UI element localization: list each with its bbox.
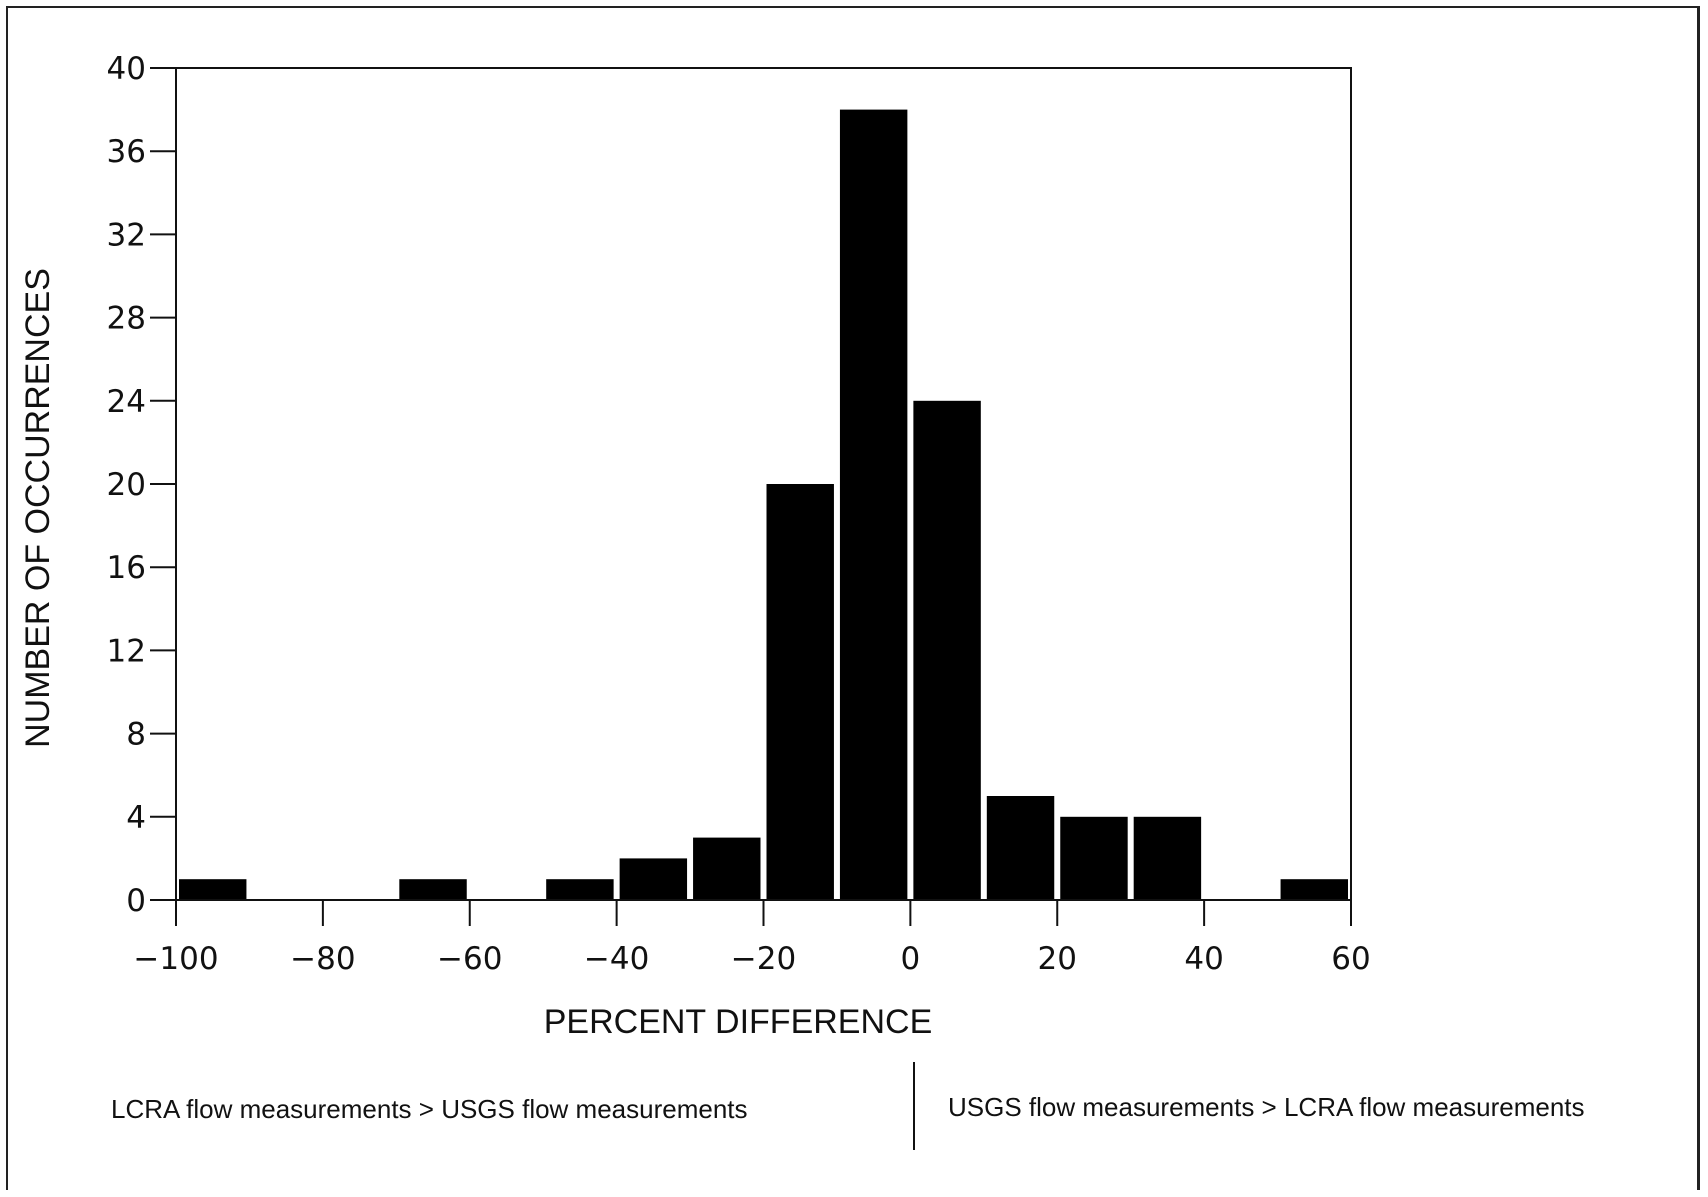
- y-tick-label: 20: [107, 467, 146, 503]
- bars-group: [179, 109, 1348, 901]
- histogram-bar: [546, 879, 614, 900]
- y-tick-label: 28: [107, 301, 146, 337]
- y-tick-label: 16: [107, 550, 146, 586]
- histogram-bar: [693, 837, 761, 900]
- histogram-bar: [913, 400, 981, 900]
- y-tick-label: 4: [126, 800, 146, 836]
- y-tick-label: 8: [126, 717, 146, 753]
- figure-frame: [6, 6, 1700, 1190]
- y-axis-title: NUMBER OF OCCURRENCES: [19, 268, 57, 748]
- x-axis-ticks: −100 −80 −60 −40 −20 0 20 40 60: [133, 900, 1371, 977]
- x-tick-label: 0: [901, 941, 921, 977]
- plot-area-border: [175, 67, 1352, 901]
- histogram-bar: [619, 858, 688, 900]
- y-tick-label: 24: [107, 384, 146, 420]
- y-tick-label: 0: [126, 883, 146, 919]
- note-lcra-greater: LCRA flow measurements > USGS flow measu…: [111, 1094, 748, 1124]
- x-tick-label: −100: [133, 941, 218, 977]
- note-usgs-greater: USGS flow measurements > LCRA flow measu…: [948, 1092, 1585, 1122]
- x-tick-label: −80: [290, 941, 355, 977]
- x-tick-label: −40: [584, 941, 649, 977]
- histogram-bar: [1133, 816, 1202, 900]
- x-axis-title: PERCENT DIFFERENCE: [544, 1003, 933, 1041]
- histogram-bar: [1060, 816, 1128, 900]
- x-tick-label: −60: [437, 941, 502, 977]
- y-tick-label: 12: [107, 633, 146, 669]
- histogram-bar: [839, 109, 908, 901]
- histogram-bar: [1280, 879, 1348, 900]
- x-tick-label: 60: [1331, 941, 1370, 977]
- histogram-bar: [179, 879, 247, 900]
- y-tick-label: 32: [107, 217, 146, 253]
- x-tick-label: −20: [731, 941, 796, 977]
- histogram-bar: [986, 796, 1055, 900]
- y-axis-ticks: 0 4 8 12 16 20 24 28 32 36 40: [107, 51, 176, 919]
- x-tick-label: 20: [1038, 941, 1077, 977]
- histogram-bar: [766, 484, 834, 900]
- y-tick-label: 40: [107, 51, 146, 87]
- y-tick-label: 36: [107, 134, 146, 170]
- histogram-bar: [399, 879, 467, 900]
- x-tick-label: 40: [1184, 941, 1223, 977]
- notes-divider: [913, 1062, 915, 1150]
